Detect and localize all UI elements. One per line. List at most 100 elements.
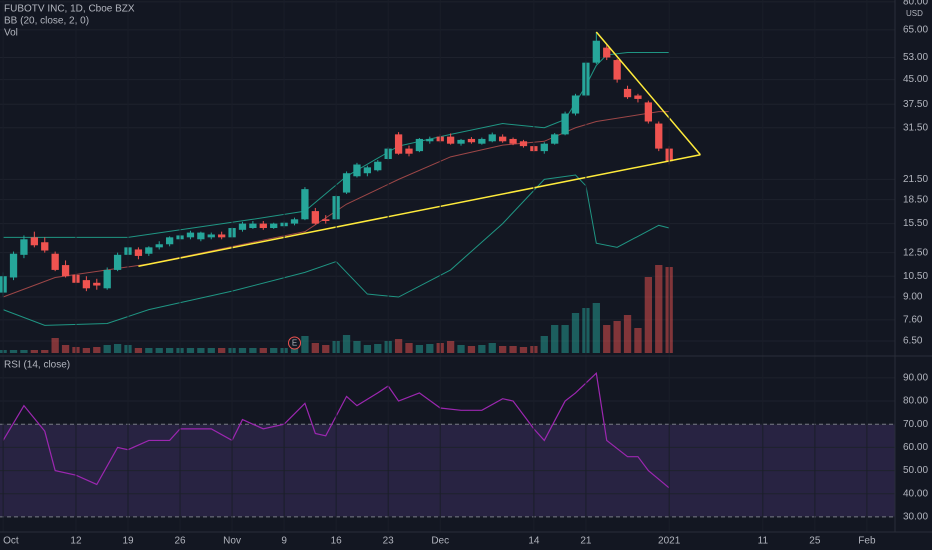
volume-bar bbox=[186, 348, 195, 353]
candle-body bbox=[426, 138, 434, 142]
volume-bar bbox=[9, 350, 18, 353]
candle-body bbox=[488, 134, 496, 142]
volume-bar bbox=[270, 348, 278, 353]
volume-bar bbox=[113, 344, 122, 353]
y-tick-label: 90.00 bbox=[903, 373, 928, 384]
y-tick-label: 31.50 bbox=[903, 122, 928, 133]
volume-bar bbox=[93, 347, 101, 353]
candle-body bbox=[540, 143, 548, 152]
volume-bar bbox=[644, 277, 652, 353]
volume-bar bbox=[134, 348, 143, 353]
x-tick-label: 16 bbox=[331, 536, 343, 547]
volume-bar bbox=[405, 343, 413, 353]
volume-bar bbox=[603, 325, 611, 353]
indicator-label: BB (20, close, 2, 0) bbox=[4, 16, 89, 27]
volume-bar bbox=[155, 348, 163, 353]
y-tick-label: 40.00 bbox=[903, 488, 928, 499]
candle-body bbox=[93, 282, 101, 286]
candle-body bbox=[509, 138, 517, 144]
candle-body bbox=[405, 148, 413, 154]
bollinger-line bbox=[2, 174, 670, 326]
volume-bar bbox=[165, 348, 174, 353]
candle-body bbox=[61, 265, 70, 277]
trend-line bbox=[595, 31, 701, 156]
volume-bar bbox=[551, 325, 559, 353]
candle-body bbox=[103, 269, 111, 289]
volume-bar bbox=[415, 345, 424, 353]
x-tick-label: 21 bbox=[580, 536, 592, 547]
candle-body bbox=[353, 164, 361, 177]
volume-bar bbox=[311, 343, 319, 353]
volume-bar bbox=[322, 345, 330, 353]
x-tick-label: 12 bbox=[70, 536, 82, 547]
candle-body bbox=[644, 102, 652, 122]
rsi-line bbox=[2, 372, 670, 489]
candle-body bbox=[603, 47, 611, 58]
candle-body bbox=[113, 254, 122, 270]
candle-body bbox=[623, 88, 632, 98]
candle-body bbox=[186, 232, 195, 238]
candle-body bbox=[634, 95, 642, 99]
currency-label: USD bbox=[906, 9, 923, 18]
candle-body bbox=[499, 136, 507, 142]
candle-body bbox=[270, 223, 278, 229]
earnings-label: E bbox=[292, 339, 297, 348]
volume-bar bbox=[623, 315, 632, 353]
candle-body bbox=[519, 141, 528, 147]
volume-bar bbox=[301, 336, 309, 353]
x-tick-label: 26 bbox=[174, 536, 186, 547]
candle-body bbox=[571, 95, 580, 114]
volume-bar bbox=[374, 344, 382, 353]
candle-body bbox=[457, 139, 465, 144]
candle-body bbox=[467, 138, 476, 143]
candle-body bbox=[218, 234, 226, 238]
volume-bar bbox=[519, 347, 528, 353]
y-tick-label: 12.50 bbox=[903, 247, 928, 258]
bollinger-line bbox=[3, 51, 670, 238]
candle-body bbox=[394, 134, 403, 154]
candle-body bbox=[592, 40, 600, 63]
candle-body bbox=[41, 242, 49, 251]
candle-body bbox=[249, 223, 257, 229]
x-tick-label: 9 bbox=[281, 536, 287, 547]
candle-body bbox=[478, 138, 486, 144]
x-tick-label: Oct bbox=[3, 536, 19, 547]
volume-bar bbox=[571, 313, 580, 353]
y-tick-label: 9.00 bbox=[903, 292, 923, 303]
volume-bar bbox=[30, 350, 38, 353]
volume-bar bbox=[342, 335, 351, 353]
rsi-title: RSI (14, close) bbox=[4, 360, 70, 371]
x-tick-label: 14 bbox=[528, 536, 540, 547]
earnings-marker bbox=[288, 336, 302, 350]
y-tick-label: 18.50 bbox=[903, 194, 928, 205]
volume-bar bbox=[238, 348, 247, 353]
x-tick-label: 11 bbox=[758, 536, 769, 547]
volume-bar bbox=[509, 346, 517, 353]
volume-bar bbox=[540, 336, 548, 353]
volume-bar bbox=[561, 325, 569, 353]
y-tick-label: 30.00 bbox=[903, 512, 928, 523]
volume-bar bbox=[446, 341, 455, 353]
volume-bar bbox=[353, 341, 361, 353]
volume-bar bbox=[197, 348, 205, 353]
volume-bar bbox=[20, 350, 28, 353]
candle-body bbox=[20, 239, 28, 255]
y-tick-label: 70.00 bbox=[903, 419, 928, 430]
y-tick-label: 7.60 bbox=[903, 315, 923, 326]
y-tick-label: 80.00 bbox=[903, 396, 928, 407]
y-tick-label: 80.00 bbox=[903, 0, 928, 7]
volume-bar bbox=[290, 348, 299, 353]
volume-bar bbox=[613, 321, 621, 353]
symbol-title: FUBOTV INC, 1D, Cboe BZX bbox=[4, 4, 135, 15]
volume-bar bbox=[363, 345, 372, 353]
candle-body bbox=[561, 113, 569, 135]
y-tick-label: 65.00 bbox=[903, 25, 928, 36]
candle-body bbox=[290, 219, 299, 224]
candle-body bbox=[82, 280, 91, 289]
volume-bar bbox=[426, 344, 434, 353]
volume-bar bbox=[82, 348, 91, 353]
candle-body bbox=[207, 234, 215, 238]
x-tick-label: 19 bbox=[122, 536, 134, 547]
y-tick-label: 60.00 bbox=[903, 442, 928, 453]
